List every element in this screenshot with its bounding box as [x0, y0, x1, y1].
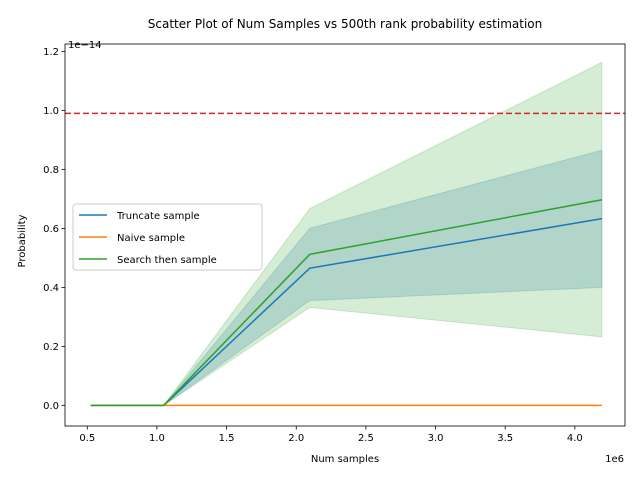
y-tick-label: 0.2: [43, 342, 59, 353]
legend-label-truncate-sample: Truncate sample: [116, 211, 200, 222]
legend-label-search-then-sample: Search then sample: [117, 255, 217, 266]
x-tick-label: 0.5: [79, 433, 95, 444]
x-tick-label: 1.0: [149, 433, 165, 444]
y-tick-label: 0.4: [43, 283, 59, 294]
x-axis-label: Num samples: [311, 454, 379, 465]
x-axis-multiplier: 1e6: [605, 454, 624, 465]
x-tick-label: 2.0: [288, 433, 304, 444]
chart-title: Scatter Plot of Num Samples vs 500th ran…: [148, 17, 542, 31]
legend-label-naive-sample: Naive sample: [117, 233, 185, 244]
band-search-then-sample: [90, 61, 603, 406]
x-tick-label: 3.5: [497, 433, 513, 444]
series-lines: [90, 199, 603, 407]
x-axis-ticks: 0.5 1.0 1.5 2.0 2.5 3.0 3.5 4.0: [79, 426, 583, 444]
y-axis-multiplier: 1e−14: [68, 40, 102, 51]
x-tick-label: 2.5: [358, 433, 374, 444]
y-tick-label: 0.6: [43, 224, 59, 235]
y-axis-ticks: 0.0 0.2 0.4 0.6 0.8 1.0 1.2: [43, 47, 65, 412]
x-tick-label: 1.5: [219, 433, 235, 444]
y-tick-label: 0.0: [43, 401, 59, 412]
y-tick-label: 1.2: [43, 47, 59, 58]
legend-box: [72, 203, 263, 271]
y-tick-label: 0.8: [43, 165, 59, 176]
x-tick-label: 3.0: [428, 433, 444, 444]
x-tick-label: 4.0: [567, 433, 583, 444]
series-line-search-then-sample: [90, 199, 603, 407]
y-tick-label: 1.0: [43, 106, 59, 117]
y-axis-label: Probability: [17, 214, 28, 267]
legend: Truncate sample Naive sample Search then s…: [72, 203, 263, 271]
plot-frame: [64, 43, 626, 427]
